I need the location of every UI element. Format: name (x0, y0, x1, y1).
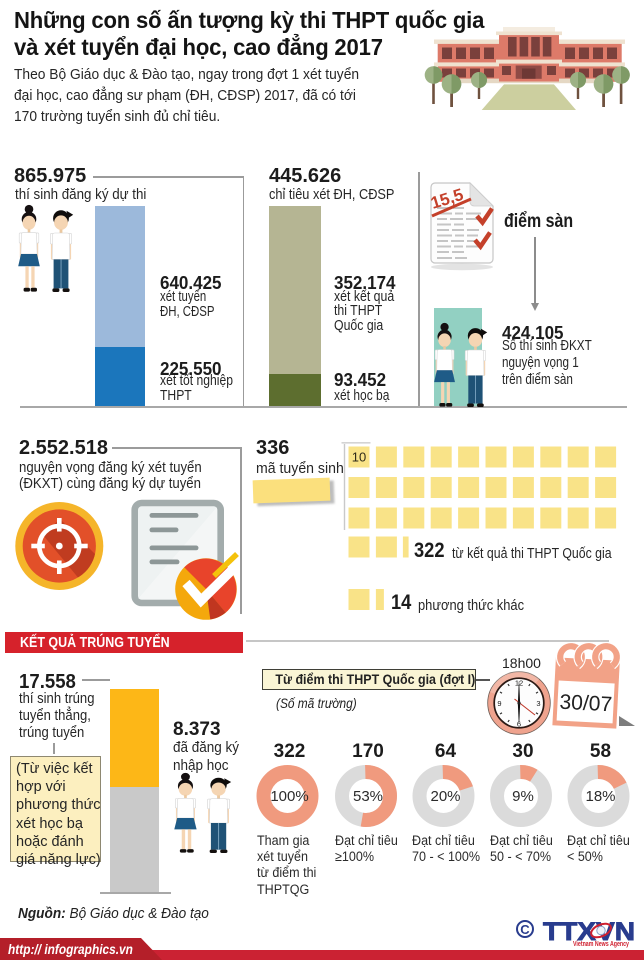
svg-text:C: C (520, 922, 530, 937)
svg-text:10: 10 (352, 450, 366, 465)
svg-text:TTXVN: TTXVN (543, 918, 635, 946)
svg-text:9: 9 (497, 699, 501, 708)
svg-text:6: 6 (517, 720, 521, 729)
svg-text:3: 3 (536, 699, 540, 708)
svg-text:Vietnam News Agency: Vietnam News Agency (573, 939, 630, 948)
svg-text:30/07: 30/07 (559, 691, 613, 717)
